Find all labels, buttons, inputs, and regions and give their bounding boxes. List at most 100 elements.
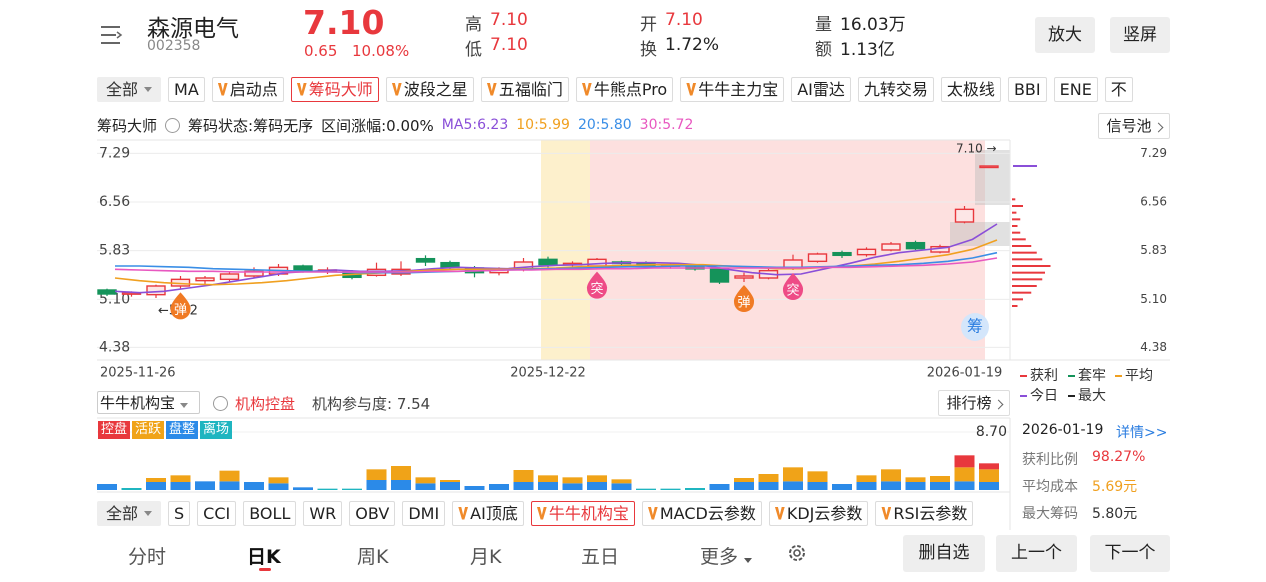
stacked-bar	[489, 484, 509, 490]
next-button[interactable]: 下一个	[1090, 535, 1170, 572]
menu-icon[interactable]	[100, 24, 124, 46]
signal-label: 突	[786, 283, 799, 299]
tab[interactable]: 牛牛机构宝	[530, 500, 635, 526]
y-tick-label: 4.38	[99, 339, 130, 355]
stacked-bar	[611, 483, 632, 490]
indicator-selector[interactable]: 牛牛机构宝	[97, 391, 200, 414]
info-value: 98.27%	[1092, 449, 1146, 465]
nav-tab[interactable]: 月K	[470, 546, 502, 568]
shade-box	[975, 150, 1010, 205]
dropdown-arrow	[144, 86, 153, 92]
nav-tab-active[interactable]: 日K	[247, 546, 281, 568]
info-icon[interactable]	[165, 117, 181, 133]
tab[interactable]: S	[168, 500, 191, 526]
nav-tab[interactable]: 分时	[128, 546, 167, 568]
chip-bar	[1012, 205, 1023, 207]
badge-text[interactable]: 筹	[967, 317, 983, 336]
tab[interactable]: 牛牛主力宝	[680, 76, 785, 102]
tab-label: WR	[309, 503, 337, 523]
signal-pool-button[interactable]: 信号池	[1098, 113, 1170, 139]
active-indicator	[259, 568, 271, 571]
tab[interactable]: BBI	[1007, 76, 1047, 102]
remove-watchlist-button[interactable]: 删自选	[903, 535, 985, 572]
info-label: 平均成本	[1022, 479, 1078, 495]
v-icon	[486, 82, 497, 96]
ranking-button[interactable]: 排行榜	[938, 390, 1010, 416]
nav-tab[interactable]: 周K	[357, 546, 389, 568]
candle-body	[195, 277, 215, 282]
tab-label: ENE	[1059, 79, 1092, 99]
legend-label: 套牢	[1078, 368, 1106, 384]
signal-marker	[782, 273, 804, 300]
bar-legend: 控盘 活跃 盘整 离场	[98, 421, 233, 439]
prev-button[interactable]: 上一个	[996, 535, 1077, 572]
tab[interactable]: KDJ云参数	[768, 500, 869, 526]
tab[interactable]: 五福临门	[480, 76, 569, 102]
tab[interactable]: 太极线	[940, 76, 1001, 102]
tab[interactable]: DMI	[402, 500, 446, 526]
info-icon[interactable]	[213, 396, 228, 411]
nav-tab[interactable]: 五日	[581, 546, 620, 568]
stacked-bar	[636, 488, 656, 490]
tab[interactable]: RSI云参数	[875, 500, 974, 526]
v-icon	[647, 506, 658, 520]
stacked-bar	[758, 474, 779, 482]
tab-label: 牛牛主力宝	[698, 79, 779, 99]
stacked-bar	[366, 469, 387, 480]
tab[interactable]: WR	[303, 500, 343, 526]
y-tick-label: 6.56	[99, 194, 130, 210]
candle-body	[954, 208, 975, 223]
legend-tag: 离场	[200, 421, 233, 439]
tab[interactable]: 启动点	[211, 76, 284, 102]
chip-bar	[1012, 198, 1016, 201]
tab[interactable]: BOLL	[243, 500, 297, 526]
tab[interactable]: CCI	[197, 500, 237, 526]
stacked-bar	[734, 482, 754, 490]
stat-label: 量	[815, 15, 832, 35]
x-tick-label: 2025-12-22	[510, 366, 586, 381]
stacked-bar	[905, 477, 926, 482]
tab[interactable]: 筹码大师	[290, 76, 379, 102]
tab-label: KDJ云参数	[786, 503, 863, 523]
stacked-bar	[440, 480, 460, 482]
stacked-bar	[954, 481, 975, 490]
tab-all[interactable]: 全部	[97, 76, 162, 102]
stacked-bar	[709, 484, 730, 490]
stacked-bar	[268, 477, 289, 484]
tab-label: 全部	[106, 503, 139, 523]
tab-label: 五福临门	[498, 79, 563, 99]
tab[interactable]: AI顶底	[452, 500, 524, 526]
stacked-bar	[807, 482, 828, 490]
v-icon	[774, 506, 785, 520]
tab[interactable]: OBV	[349, 500, 396, 526]
signal-label: 弹	[174, 303, 187, 318]
tab[interactable]: 九转交易	[857, 76, 934, 102]
info-label: 最大筹码	[1022, 506, 1078, 522]
tab[interactable]: ENE	[1053, 76, 1098, 102]
tab-all[interactable]: 全部	[97, 500, 162, 526]
portrait-button[interactable]: 竖屏	[1110, 17, 1170, 53]
legend-label: 今日	[1030, 388, 1058, 404]
x-tick-label: 2025-11-26	[100, 366, 176, 381]
indicator-tabs: 全部 MA 启动点 筹码大师 波段之星 五福临门 牛熊点Pro 牛牛主力宝 AI雷达 九转交易 太极…	[97, 76, 1170, 102]
chip-bar	[1012, 265, 1051, 267]
settings-icon[interactable]	[786, 542, 808, 564]
signal-marker	[170, 292, 191, 320]
signal-label: 弹	[737, 296, 750, 311]
chip-status: 筹码状态:筹码无序	[188, 116, 314, 135]
tab[interactable]: 波段之星	[385, 76, 474, 102]
tab[interactable]: 不	[1104, 76, 1133, 102]
tab[interactable]: MA	[168, 76, 205, 102]
stacked-bar	[758, 482, 779, 490]
nav-tab[interactable]: 更多	[700, 542, 753, 569]
tab[interactable]: AI雷达	[791, 76, 851, 102]
range-change: 区间涨幅:0.00%	[321, 116, 434, 135]
tab[interactable]: MACD云参数	[641, 500, 762, 526]
detail-link[interactable]: 详情>>	[1116, 425, 1168, 441]
tab[interactable]: 牛熊点Pro	[575, 76, 674, 102]
stat-value: 16.03万	[840, 15, 906, 35]
y-tick-label: 8.70	[976, 424, 1007, 440]
stacked-bar	[979, 463, 999, 470]
chip-bar	[1012, 238, 1026, 241]
zoom-button[interactable]: 放大	[1035, 17, 1095, 53]
